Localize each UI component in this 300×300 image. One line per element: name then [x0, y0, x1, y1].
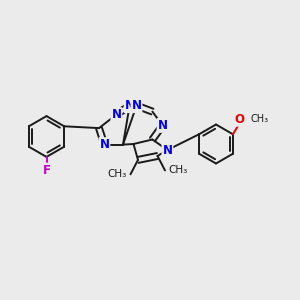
- Text: N: N: [131, 99, 142, 112]
- Text: N: N: [162, 143, 172, 157]
- Text: CH₃: CH₃: [250, 114, 268, 124]
- Text: N: N: [111, 108, 122, 121]
- Text: N: N: [158, 119, 168, 132]
- Text: F: F: [43, 164, 50, 177]
- Text: CH₃: CH₃: [108, 169, 127, 179]
- Text: N: N: [124, 99, 135, 112]
- Text: N: N: [99, 138, 110, 151]
- Text: O: O: [235, 113, 244, 126]
- Text: CH₃: CH₃: [169, 165, 188, 176]
